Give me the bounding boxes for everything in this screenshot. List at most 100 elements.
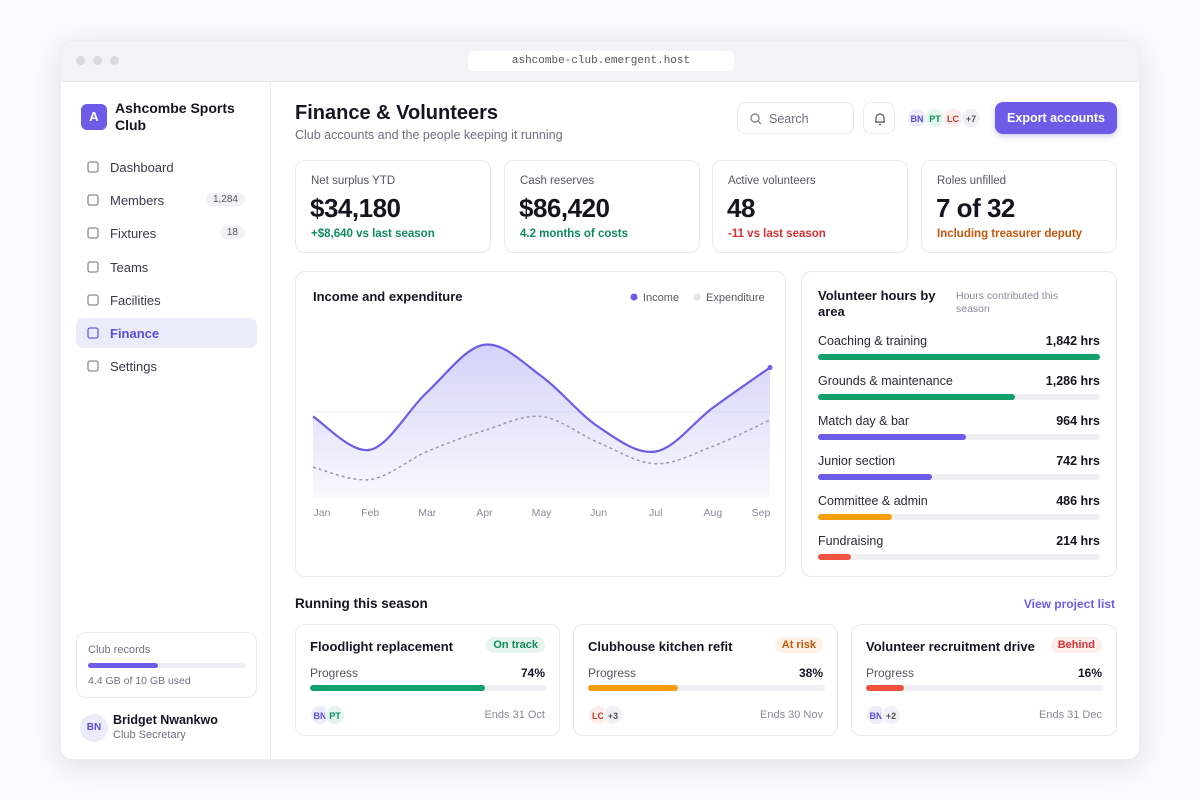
bar bbox=[818, 474, 932, 480]
club-name: Ashcombe Sports Club bbox=[115, 100, 235, 133]
progress-value: 74% bbox=[520, 666, 545, 680]
nav-badge: 18 bbox=[219, 226, 245, 240]
project-card[interactable]: Volunteer recruitment drive Behind Progres… bbox=[851, 624, 1117, 736]
line-chart: Income and expenditure Income Expenditure J… bbox=[312, 289, 773, 519]
bar-track bbox=[818, 554, 1100, 560]
progress-bar bbox=[310, 685, 486, 691]
nav-item[interactable]: Members 1,284 bbox=[76, 185, 257, 215]
notifications-button[interactable] bbox=[863, 102, 895, 134]
window-dot bbox=[110, 56, 119, 65]
nav-icon bbox=[87, 360, 99, 372]
x-tick-label: Jun bbox=[590, 507, 607, 519]
kpi-card: Active volunteers 48 -11 vs last season bbox=[712, 160, 908, 253]
kpi-card: Cash reserves $86,420 4.2 months of costs bbox=[504, 160, 700, 253]
nav-item[interactable]: Settings bbox=[76, 351, 257, 381]
x-tick-label: Jul bbox=[649, 507, 662, 519]
end-date: Ends 30 Nov bbox=[760, 709, 823, 721]
nav-label: Settings bbox=[110, 359, 157, 375]
sidebar: A Ashcombe Sports Club Club records 4.4 … bbox=[61, 81, 271, 759]
line bbox=[312, 343, 771, 454]
nav-icon-shape bbox=[87, 260, 99, 273]
x-tick-label: Feb bbox=[361, 507, 379, 519]
kpi-card: Net surplus YTD $34,180 +$8,640 vs last se… bbox=[295, 160, 491, 253]
export-button[interactable]: Export accounts bbox=[995, 102, 1117, 134]
kpi-note: Including treasurer deputy bbox=[937, 228, 1083, 240]
project-card[interactable]: Clubhouse kitchen refit At risk Progress 38… bbox=[573, 624, 838, 736]
nav-item[interactable]: Fixtures 18 bbox=[76, 218, 257, 248]
avatar-more: +7 bbox=[961, 108, 981, 128]
storage-card: Club records 4.4 GB of 10 GB used bbox=[76, 632, 257, 698]
nav-icon bbox=[87, 194, 99, 206]
bar-track bbox=[818, 394, 1100, 400]
chart-card: Income and expenditure Income Expenditure J… bbox=[295, 271, 786, 577]
page-subtitle: Club accounts and the people keeping it … bbox=[295, 128, 563, 142]
hours-subtitle: Hours contributed this season bbox=[956, 290, 1059, 315]
page-title: Finance & Volunteers bbox=[295, 102, 499, 124]
bar bbox=[818, 354, 1100, 360]
x-tick-label: Aug bbox=[704, 507, 723, 519]
nav-icon-shape bbox=[87, 294, 99, 306]
bar bbox=[818, 554, 851, 560]
bar-track bbox=[818, 354, 1100, 360]
search-placeholder: Search bbox=[769, 112, 809, 126]
legend-swatch bbox=[693, 293, 701, 301]
status-pill: Behind bbox=[1050, 637, 1102, 653]
user-name: Bridget Nwankwo bbox=[113, 713, 218, 727]
project-card[interactable]: Floodlight replacement On track Progress 74… bbox=[295, 624, 560, 736]
nav-item[interactable]: Teams bbox=[76, 252, 257, 282]
nav-icon-shape bbox=[87, 161, 99, 173]
bar-label: Fundraising bbox=[818, 534, 884, 548]
legend-label: Expenditure bbox=[706, 292, 765, 304]
x-tick-label: Jan bbox=[314, 507, 331, 519]
status-pill: At risk bbox=[774, 637, 823, 653]
nav-icon-shape bbox=[87, 360, 99, 372]
bar bbox=[818, 394, 1015, 400]
window-dot bbox=[93, 56, 102, 65]
bar-track bbox=[818, 474, 1100, 480]
bar-value-label: 486 hrs bbox=[1056, 494, 1100, 508]
project-list-link[interactable]: View project list bbox=[1023, 597, 1115, 611]
search-icon bbox=[750, 113, 762, 125]
nav-icon bbox=[87, 294, 99, 306]
bell-icon bbox=[875, 113, 885, 126]
bar-label: Match day & bar bbox=[818, 414, 910, 428]
storage-bar bbox=[88, 663, 158, 668]
nav-icon bbox=[87, 327, 99, 339]
nav-icon bbox=[87, 227, 99, 240]
nav-item[interactable]: Facilities bbox=[76, 285, 257, 315]
kpi-label: Net surplus YTD bbox=[311, 175, 396, 187]
area bbox=[313, 344, 770, 497]
nav-icon-shape bbox=[87, 194, 99, 206]
nav-label: Members bbox=[110, 193, 165, 209]
end-date: Ends 31 Dec bbox=[1039, 709, 1102, 721]
bar-track bbox=[818, 514, 1100, 520]
bar-label: Committee & admin bbox=[818, 494, 928, 508]
x-tick-label: May bbox=[532, 507, 553, 519]
progress-label: Progress bbox=[866, 666, 915, 680]
nav-item[interactable]: Finance bbox=[76, 318, 257, 348]
avatar: LC bbox=[943, 108, 963, 128]
progress-bar bbox=[588, 685, 679, 691]
kpi-value: 48 bbox=[727, 193, 755, 223]
bar-value-label: 1,842 hrs bbox=[1045, 334, 1100, 348]
kpi-card: Roles unfilled 7 of 32 Including treasurer… bbox=[921, 160, 1117, 253]
kpi-note: +$8,640 vs last season bbox=[311, 228, 435, 240]
user-avatar[interactable]: BN bbox=[80, 714, 108, 742]
url-bar[interactable]: ashcombe-club.emergent.host bbox=[468, 51, 734, 71]
nav-icon-shape bbox=[87, 327, 99, 339]
bar-value-label: 214 hrs bbox=[1056, 534, 1100, 548]
bar-label: Grounds & maintenance bbox=[818, 374, 953, 388]
logo[interactable]: A bbox=[81, 104, 107, 130]
bar-label: Junior section bbox=[818, 454, 896, 468]
bar-label: Coaching & training bbox=[818, 334, 928, 348]
avatar: PT bbox=[925, 108, 945, 128]
search-box[interactable]: Search bbox=[737, 102, 854, 134]
chart-title: Income and expenditure bbox=[313, 289, 463, 304]
bar-value-label: 964 hrs bbox=[1056, 414, 1100, 428]
browser-window: ashcombe-club.emergent.host A Ashcombe S… bbox=[60, 40, 1140, 760]
nav-label: Finance bbox=[110, 326, 160, 341]
bar bbox=[818, 434, 966, 440]
nav-label: Teams bbox=[110, 259, 149, 275]
nav-item[interactable]: Dashboard bbox=[76, 152, 257, 182]
